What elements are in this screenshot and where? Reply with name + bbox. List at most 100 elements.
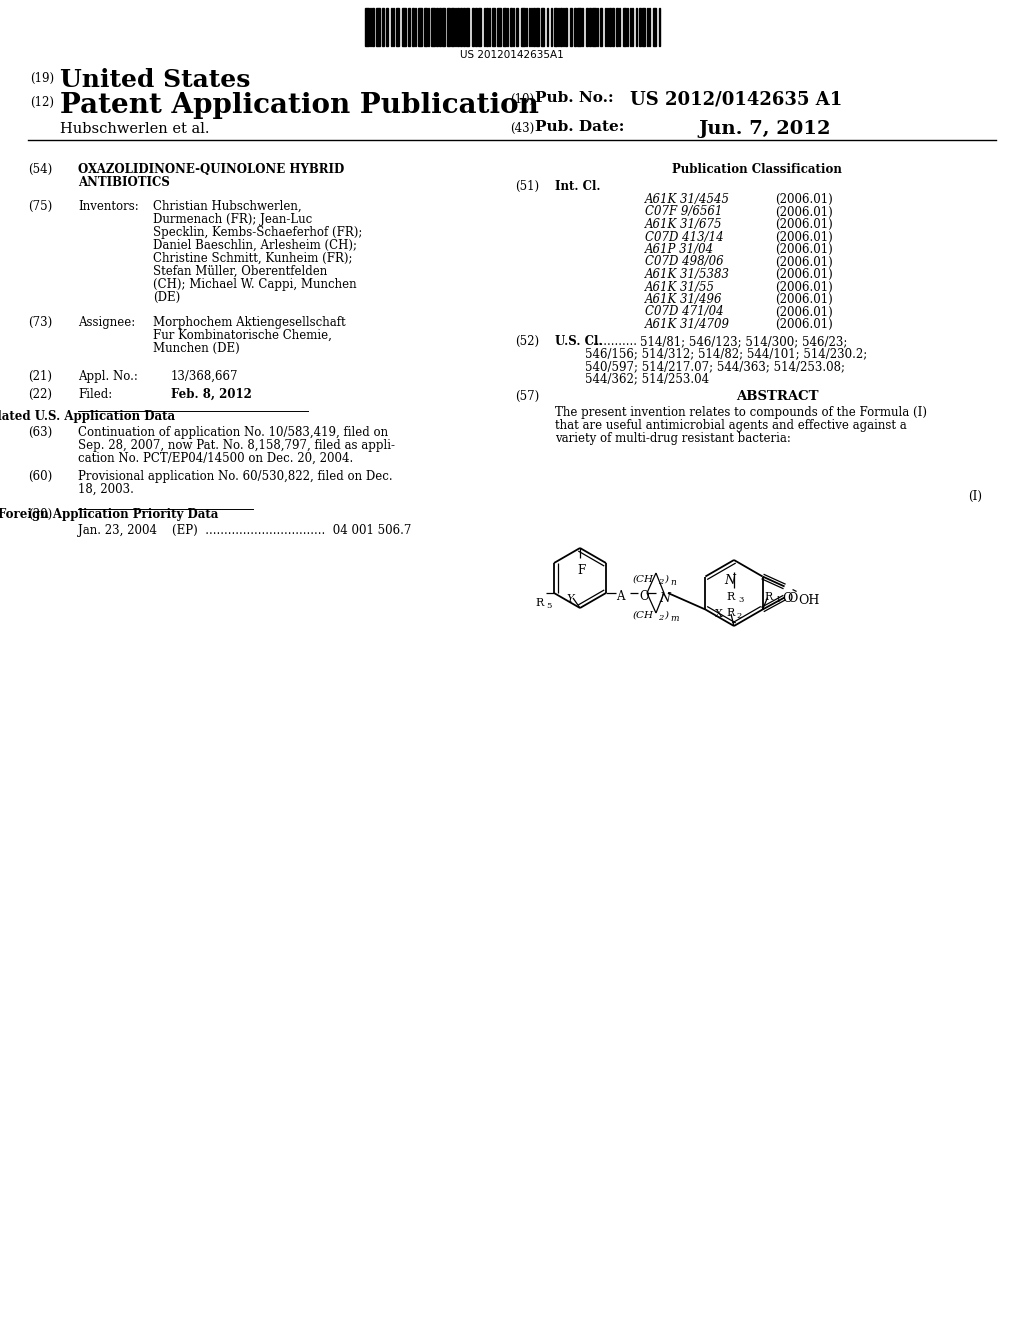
Text: (I): (I) [968, 490, 982, 503]
Text: (12): (12) [30, 96, 54, 110]
Text: Christian Hubschwerlen,: Christian Hubschwerlen, [153, 201, 302, 213]
Bar [451, 8, 454, 46]
Text: (22): (22) [28, 388, 52, 401]
Text: ANTIBIOTICS: ANTIBIOTICS [78, 176, 170, 189]
Text: Pub. Date:: Pub. Date: [535, 120, 625, 135]
Text: (52): (52) [515, 335, 539, 348]
Bar [466, 8, 469, 46]
Text: 2: 2 [658, 578, 664, 586]
Text: 544/362; 514/253.04: 544/362; 514/253.04 [585, 372, 710, 385]
Bar [436, 8, 438, 46]
Text: ............: ............ [593, 335, 638, 348]
Text: A61K 31/4545: A61K 31/4545 [645, 193, 730, 206]
Text: (54): (54) [28, 162, 52, 176]
Bar [612, 8, 614, 46]
Text: (57): (57) [515, 389, 540, 403]
Bar [382, 8, 384, 46]
Text: (DE): (DE) [153, 290, 180, 304]
Text: A: A [616, 590, 625, 603]
Text: A61K 31/5383: A61K 31/5383 [645, 268, 730, 281]
Text: (60): (60) [28, 470, 52, 483]
Text: 5: 5 [547, 602, 552, 610]
Bar [616, 8, 618, 46]
Bar [586, 8, 588, 46]
Text: n: n [670, 578, 676, 587]
Text: ABSTRACT: ABSTRACT [736, 389, 818, 403]
Text: (2006.01): (2006.01) [775, 193, 833, 206]
Bar [402, 8, 406, 46]
Bar [431, 8, 435, 46]
Text: (51): (51) [515, 180, 539, 193]
Bar [372, 8, 374, 46]
Text: O: O [639, 590, 648, 603]
Text: Assignee:: Assignee: [78, 315, 135, 329]
Text: (2006.01): (2006.01) [775, 206, 833, 219]
Bar [439, 8, 441, 46]
Bar [565, 8, 567, 46]
Text: Stefan Müller, Oberentfelden: Stefan Müller, Oberentfelden [153, 265, 328, 279]
Text: US 2012/0142635 A1: US 2012/0142635 A1 [630, 91, 843, 110]
Text: The present invention relates to compounds of the Formula (I): The present invention relates to compoun… [555, 407, 927, 418]
Text: R: R [727, 591, 735, 602]
Bar [510, 8, 512, 46]
Text: Morphochem Aktiengesellschaft: Morphochem Aktiengesellschaft [153, 315, 346, 329]
Bar [486, 8, 488, 46]
Text: (10): (10) [510, 92, 535, 106]
Text: Publication Classification: Publication Classification [672, 162, 842, 176]
Text: Int. Cl.: Int. Cl. [555, 180, 600, 193]
Bar [639, 8, 641, 46]
Text: (19): (19) [30, 73, 54, 84]
Bar [574, 8, 575, 46]
Text: Continuation of application No. 10/583,419, filed on: Continuation of application No. 10/583,4… [78, 426, 388, 440]
Text: Provisional application No. 60/530,822, filed on Dec.: Provisional application No. 60/530,822, … [78, 470, 392, 483]
Bar [408, 8, 410, 46]
Text: C07D 413/14: C07D 413/14 [645, 231, 724, 243]
Bar [497, 8, 501, 46]
Text: (30): (30) [28, 508, 52, 521]
Text: (63): (63) [28, 426, 52, 440]
Bar [503, 8, 506, 46]
Text: 514/81; 546/123; 514/300; 546/23;: 514/81; 546/123; 514/300; 546/23; [640, 335, 848, 348]
Text: R: R [765, 591, 773, 602]
Bar [478, 8, 481, 46]
Bar [463, 8, 465, 46]
Text: (CH); Michael W. Cappi, Munchen: (CH); Michael W. Cappi, Munchen [153, 279, 356, 290]
Text: Daniel Baeschlin, Arlesheim (CH);: Daniel Baeschlin, Arlesheim (CH); [153, 239, 357, 252]
Bar [447, 8, 450, 46]
Text: (43): (43) [510, 121, 535, 135]
Text: A61K 31/4709: A61K 31/4709 [645, 318, 730, 331]
Bar [492, 8, 495, 46]
Text: Foreign Application Priority Data: Foreign Application Priority Data [0, 508, 218, 521]
Text: Patent Application Publication: Patent Application Publication [60, 92, 539, 119]
Bar [386, 8, 388, 46]
Text: (2006.01): (2006.01) [775, 318, 833, 331]
Text: A61K 31/55: A61K 31/55 [645, 281, 715, 293]
Text: Filed:: Filed: [78, 388, 113, 401]
Text: Munchen (DE): Munchen (DE) [153, 342, 240, 355]
Bar [642, 8, 645, 46]
Text: (2006.01): (2006.01) [775, 231, 833, 243]
Bar [418, 8, 422, 46]
Text: 3: 3 [738, 597, 743, 605]
Text: that are useful antimicrobial agents and effective against a: that are useful antimicrobial agents and… [555, 418, 906, 432]
Text: (21): (21) [28, 370, 52, 383]
Text: OH: OH [799, 594, 820, 607]
Bar [412, 8, 414, 46]
Text: O: O [782, 591, 793, 605]
Text: A61K 31/496: A61K 31/496 [645, 293, 723, 306]
Bar [541, 8, 544, 46]
Text: (2006.01): (2006.01) [775, 305, 833, 318]
Text: Appl. No.:: Appl. No.: [78, 370, 138, 383]
Bar [623, 8, 626, 46]
Bar [600, 8, 602, 46]
Bar [534, 8, 535, 46]
Bar [365, 8, 369, 46]
Text: Jan. 23, 2004    (EP)  ................................  04 001 506.7: Jan. 23, 2004 (EP) .....................… [78, 524, 412, 537]
Bar [592, 8, 596, 46]
Text: variety of multi-drug resistant bacteria:: variety of multi-drug resistant bacteria… [555, 432, 791, 445]
Bar [521, 8, 525, 46]
Text: C07F 9/6561: C07F 9/6561 [645, 206, 722, 219]
Bar [442, 8, 445, 46]
Text: (2006.01): (2006.01) [775, 281, 833, 293]
Bar [554, 8, 557, 46]
